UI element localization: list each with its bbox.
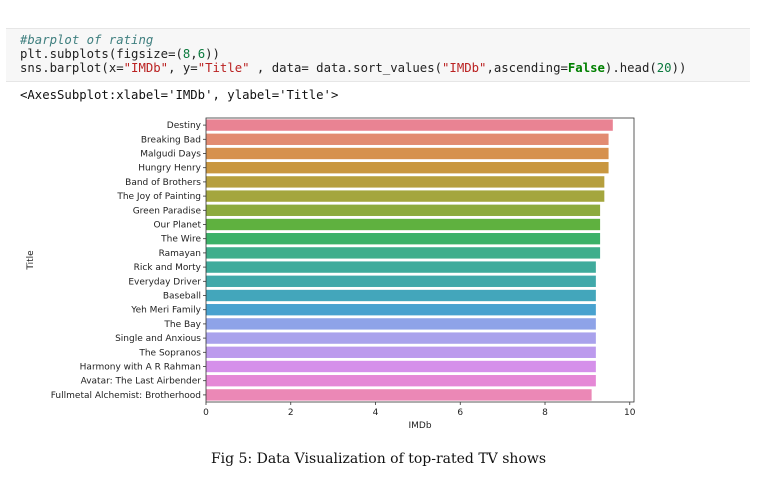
- y-tick-label: Destiny: [167, 121, 202, 131]
- code-token: sns.barplot(x=: [20, 61, 124, 75]
- cell-output: <AxesSubplot:xlabel='IMDb', ylabel='Titl…: [20, 88, 339, 102]
- bar: [206, 304, 596, 316]
- x-axis-label: IMDb: [408, 421, 431, 431]
- code-token: ,ascending=: [486, 61, 568, 75]
- y-tick-labels: Destiny Breaking Bad Malgudi Days Hungry He…: [51, 121, 206, 401]
- bar: [206, 204, 601, 216]
- y-tick-label: The Sopranos: [138, 348, 201, 358]
- y-tick-label: Fullmetal Alchemist: Brotherhood: [51, 391, 201, 401]
- code-token: ,: [190, 47, 198, 61]
- y-tick-label: Breaking Bad: [141, 135, 201, 145]
- y-tick-label: Malgudi Days: [140, 150, 201, 160]
- y-tick-label: Yeh Meri Family: [130, 306, 201, 316]
- bar: [206, 190, 605, 202]
- x-tick-label: 8: [542, 408, 548, 418]
- code-token: )): [671, 61, 687, 75]
- code-token: 6: [197, 47, 206, 61]
- x-tick-label: 2: [288, 408, 294, 418]
- code-cell[interactable]: #barplot of rating plt.subplots(figsize=…: [6, 28, 750, 82]
- bar: [206, 247, 601, 259]
- plot-frame: [205, 117, 635, 403]
- bar: [206, 133, 609, 145]
- code-token: ).head(: [604, 61, 657, 75]
- bar: [206, 346, 596, 358]
- bar: [206, 289, 596, 302]
- bar: [206, 389, 592, 401]
- y-tick-label: Hungry Henry: [138, 164, 201, 174]
- bar: [206, 218, 601, 231]
- code-token: )): [205, 47, 220, 61]
- bar: [206, 375, 596, 387]
- y-tick-label: Avatar: The Last Airbender: [81, 377, 202, 387]
- y-tick-label: The Bay: [163, 320, 201, 330]
- bars-group: [206, 119, 613, 401]
- code-token: plt.subplots(figsize=(: [20, 47, 183, 61]
- y-tick-label: Band of Brothers: [125, 178, 201, 188]
- code-line-barplot: sns.barplot(x="IMDb", y="Title" , data= …: [20, 61, 686, 75]
- code-token: "IMDb": [442, 61, 487, 75]
- code-token: "Title": [197, 61, 250, 75]
- bar: [206, 318, 596, 330]
- y-tick-label: Ramayan: [159, 249, 201, 259]
- bar: [206, 119, 613, 131]
- y-axis-label: Title: [26, 250, 36, 271]
- y-tick-label: Green Paradise: [133, 206, 202, 216]
- x-tick-label: 0: [203, 408, 209, 418]
- bar-chart: Destiny Breaking Bad Malgudi Days Hungry He…: [26, 117, 636, 431]
- bar: [206, 261, 596, 273]
- x-ticks: 0 2 4 6 8 10: [203, 402, 636, 418]
- code-line-comment: #barplot of rating: [20, 33, 153, 47]
- x-tick-label: 10: [624, 408, 636, 418]
- y-tick-label: Harmony with A R Rahman: [80, 363, 201, 373]
- bar: [206, 147, 609, 160]
- x-tick-label: 4: [373, 408, 379, 418]
- y-tick-label: Rick and Morty: [134, 263, 202, 273]
- code-token: 8: [182, 47, 191, 61]
- code-token: "IMDb": [123, 61, 169, 75]
- y-tick-label: Single and Anxious: [115, 334, 201, 344]
- bar: [206, 332, 596, 344]
- figure-caption: Fig 5: Data Visualization of top-rated T…: [210, 451, 547, 467]
- y-tick-label: The Wire: [160, 235, 201, 245]
- bar: [206, 176, 605, 188]
- code-token: , data= data.sort_values(: [249, 61, 443, 75]
- code-token: , y=: [168, 61, 198, 75]
- y-tick-label: Everyday Driver: [128, 277, 201, 287]
- y-tick-label: The Joy of Painting: [116, 192, 201, 202]
- code-comment: #barplot of rating: [20, 33, 154, 47]
- y-tick-label: Our Planet: [153, 221, 201, 231]
- bar: [206, 275, 596, 287]
- code-token: False: [567, 61, 605, 75]
- x-tick-label: 6: [457, 408, 463, 418]
- code-token: 20: [656, 61, 672, 75]
- y-tick-label: Baseball: [163, 292, 201, 302]
- bar: [206, 360, 596, 373]
- bar: [206, 233, 601, 245]
- code-line-subplots: plt.subplots(figsize=(8,6)): [20, 47, 220, 61]
- bar: [206, 162, 609, 174]
